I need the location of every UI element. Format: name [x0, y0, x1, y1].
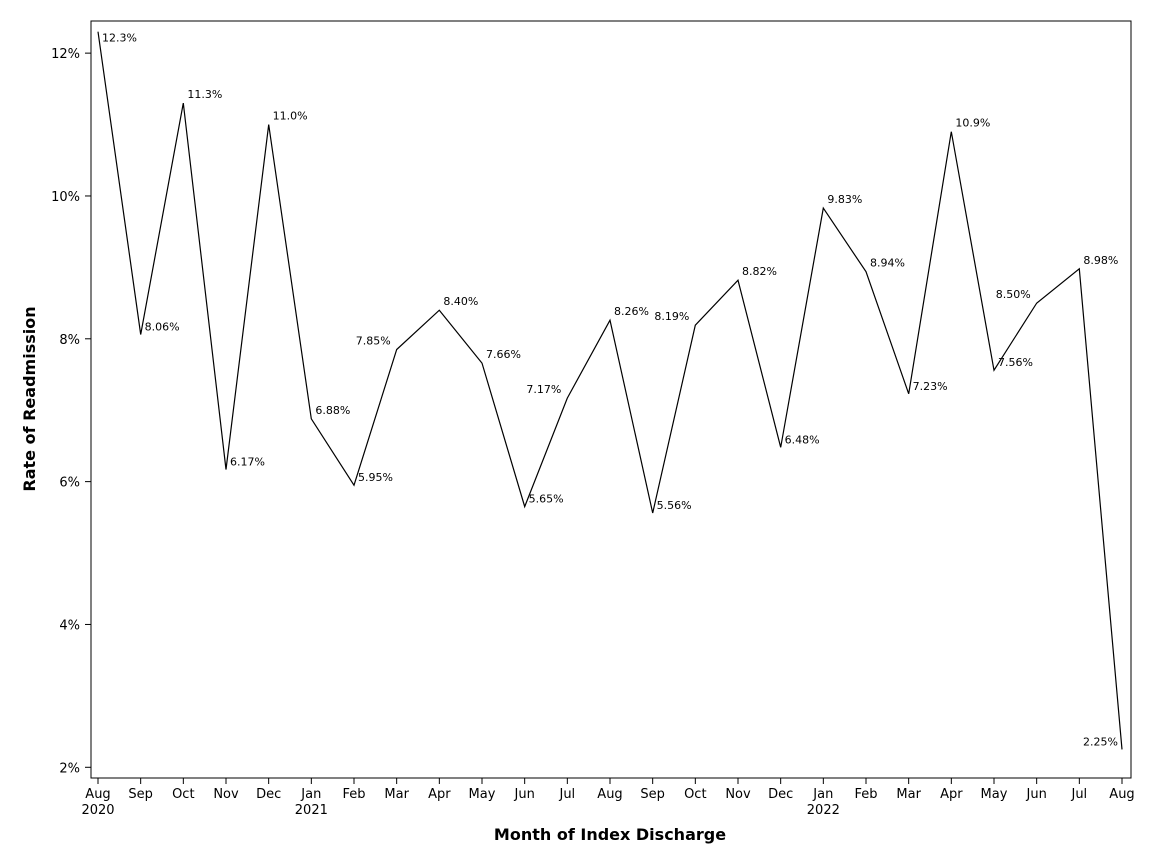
y-axis-title: Rate of Readmission [20, 306, 39, 491]
y-tick-label: 8% [59, 333, 80, 348]
x-axis-title: Month of Index Discharge [494, 825, 726, 844]
x-tick-label: Mar [384, 787, 409, 802]
x-year-label: 2020 [81, 803, 114, 818]
x-tick-label: Jun [1026, 787, 1047, 802]
data-label: 8.98% [1083, 254, 1118, 267]
x-year-label: 2021 [295, 803, 328, 818]
data-label: 7.66% [486, 348, 521, 361]
y-tick-label: 2% [59, 761, 80, 776]
y-tick-label: 12% [51, 47, 80, 62]
data-label: 7.23% [913, 380, 948, 393]
data-label: 8.26% [614, 305, 649, 318]
data-label: 6.48% [785, 433, 820, 446]
data-label: 8.82% [742, 265, 777, 278]
data-label: 5.95% [358, 471, 393, 484]
x-tick-label: Jan [812, 787, 833, 802]
data-labels: 12.3% 8.06% 11.3% 6.17% 11.0% 6.88% 5.95% 7.85%… [102, 32, 1118, 749]
x-tick-label: Jun [514, 787, 535, 802]
data-label: 8.40% [443, 295, 478, 308]
x-tick-label: Aug [597, 787, 622, 802]
data-label: 7.85% [356, 335, 391, 348]
data-label: 7.56% [998, 356, 1033, 369]
data-label: 12.3% [102, 32, 137, 45]
data-label: 8.06% [145, 321, 180, 334]
data-label: 6.17% [230, 455, 265, 468]
data-label: 8.50% [996, 288, 1031, 301]
y-tick-label: 6% [59, 476, 80, 491]
x-tick-label: Apr [428, 787, 451, 802]
x-tick-label: Sep [640, 787, 665, 802]
readmission-rate-line [97, 31, 1123, 750]
x-tick-label: Aug [85, 787, 110, 802]
x-tick-label: May [981, 787, 1008, 802]
x-tick-label: Sep [128, 787, 153, 802]
x-tick-label: Feb [342, 787, 365, 802]
plot-frame [90, 20, 1132, 779]
x-tick-label: Feb [854, 787, 877, 802]
data-label: 8.19% [654, 310, 689, 323]
x-tick-label: Oct [172, 787, 194, 802]
data-label: 7.17% [526, 383, 561, 396]
data-label: 10.9% [955, 117, 990, 130]
data-label: 5.65% [529, 493, 564, 506]
data-label: 11.0% [273, 110, 308, 123]
x-tick-label: Nov [213, 787, 239, 802]
x-tick-label: May [469, 787, 496, 802]
y-tick-label: 4% [59, 618, 80, 633]
x-tick-label: Jul [558, 787, 575, 802]
data-label: 5.56% [657, 499, 692, 512]
data-label: 6.88% [315, 404, 350, 417]
x-tick-label: Nov [725, 787, 751, 802]
data-label: 8.94% [870, 257, 905, 270]
y-tick-label: 10% [51, 190, 80, 205]
x-tick-label: Jan [300, 787, 321, 802]
x-year-label: 2022 [807, 803, 840, 818]
x-tick-label: Jul [1070, 787, 1087, 802]
x-tick-label: Dec [768, 787, 793, 802]
y-axis: 2% 4% 6% 8% 10% 12% [51, 47, 91, 776]
x-tick-label: Apr [940, 787, 963, 802]
data-label: 2.25% [1083, 735, 1118, 748]
x-tick-label: Oct [684, 787, 706, 802]
x-tick-label: Aug [1109, 787, 1134, 802]
data-label: 9.83% [827, 193, 862, 206]
x-tick-label: Dec [256, 787, 281, 802]
x-tick-label: Mar [896, 787, 921, 802]
data-label: 11.3% [187, 88, 222, 101]
